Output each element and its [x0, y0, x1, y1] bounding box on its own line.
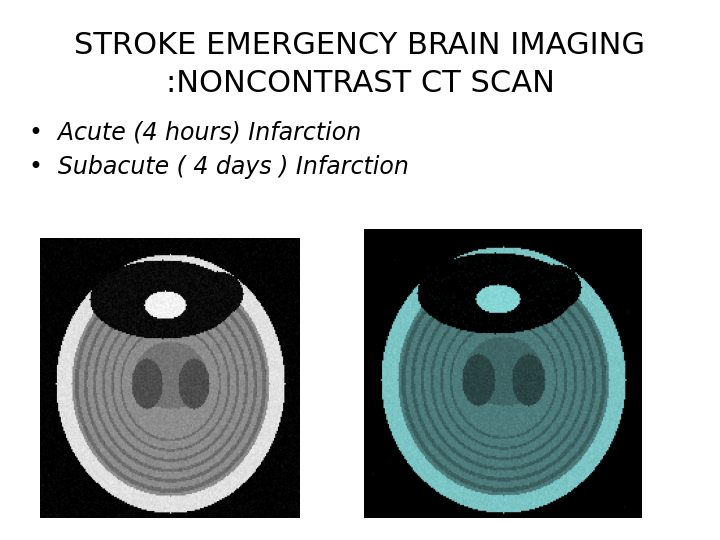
Text: :NONCONTRAST CT SCAN: :NONCONTRAST CT SCAN [166, 69, 554, 98]
Text: STROKE EMERGENCY BRAIN IMAGING: STROKE EMERGENCY BRAIN IMAGING [74, 31, 646, 60]
Text: •  Subacute ( 4 days ) Infarction: • Subacute ( 4 days ) Infarction [29, 156, 409, 179]
Text: •  Acute (4 hours) Infarction: • Acute (4 hours) Infarction [29, 120, 361, 144]
